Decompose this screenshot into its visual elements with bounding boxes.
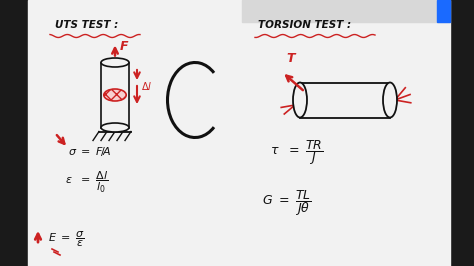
- Bar: [101, 63, 129, 127]
- Ellipse shape: [293, 82, 307, 118]
- Text: $\Delta l$: $\Delta l$: [141, 80, 152, 92]
- Ellipse shape: [101, 58, 129, 67]
- Bar: [450, 0, 474, 266]
- Text: $E\ =\ \dfrac{\sigma}{\varepsilon}$: $E\ =\ \dfrac{\sigma}{\varepsilon}$: [48, 229, 85, 249]
- Text: F: F: [120, 40, 128, 53]
- Text: T: T: [286, 52, 294, 65]
- Bar: [300, 82, 390, 118]
- Bar: [0, 0, 28, 266]
- Ellipse shape: [104, 89, 126, 101]
- Ellipse shape: [383, 82, 397, 118]
- Ellipse shape: [101, 123, 129, 132]
- Text: $\sigma\ =\ F\!/\!A$: $\sigma\ =\ F\!/\!A$: [68, 145, 111, 158]
- Bar: [242, 0, 450, 22]
- Text: TORSION TEST :: TORSION TEST :: [258, 20, 351, 30]
- Text: UTS TEST :: UTS TEST :: [55, 20, 118, 30]
- Bar: [242, 22, 450, 266]
- Text: $\tau\ \ =\ \dfrac{TR}{J}$: $\tau\ \ =\ \dfrac{TR}{J}$: [270, 138, 323, 167]
- Bar: [437, 0, 450, 22]
- Bar: [28, 0, 242, 266]
- Text: $\varepsilon\ \ =\ \dfrac{\Delta l}{l_0}$: $\varepsilon\ \ =\ \dfrac{\Delta l}{l_0}…: [65, 170, 108, 196]
- Text: $G\ =\ \dfrac{TL}{J\theta}$: $G\ =\ \dfrac{TL}{J\theta}$: [262, 188, 312, 218]
